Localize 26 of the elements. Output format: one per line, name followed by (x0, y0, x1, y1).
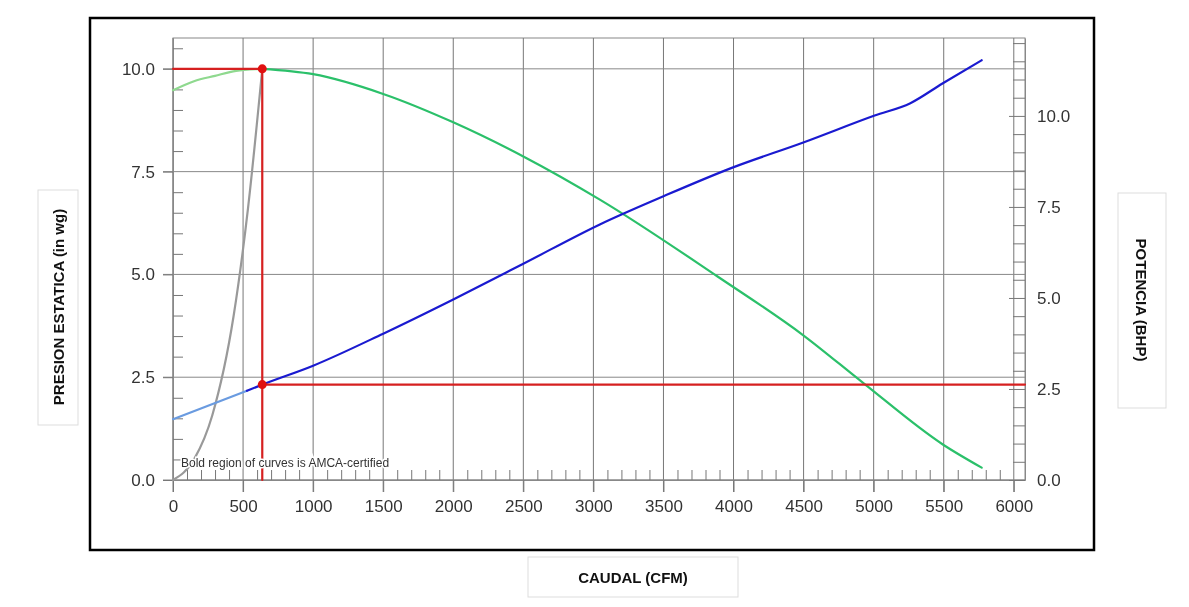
x-tick-label: 1500 (364, 497, 403, 517)
y2-tick-label: 2.5 (1037, 379, 1061, 399)
y-tick-label: 2.5 (131, 368, 155, 388)
x-tick-label: 2000 (434, 497, 473, 517)
x-tick-label: 5000 (855, 497, 894, 517)
y-tick-label: 5.0 (131, 265, 155, 285)
y2-tick-label: 0.0 (1037, 470, 1061, 490)
x-tick-label: 2500 (504, 497, 543, 517)
y2-axis-title: POTENCIA (BHP) (1133, 238, 1150, 362)
x-tick-label: 4500 (785, 497, 824, 517)
x-tick-label: 4000 (715, 497, 753, 517)
y2-tick-label: 7.5 (1037, 197, 1061, 217)
x-tick-label: 1000 (294, 497, 333, 517)
x-tick-label: 500 (229, 497, 258, 517)
y2-tick-label: 5.0 (1037, 288, 1061, 308)
x-tick-label: 3000 (574, 497, 613, 517)
x-tick-label: 5500 (925, 497, 964, 517)
x-tick-label: 0 (168, 497, 179, 517)
y-tick-label: 0.0 (131, 470, 155, 490)
y-axis-title: PRESION ESTATICA (in wg) (50, 208, 67, 406)
x-tick-label: 3500 (645, 497, 683, 517)
y-tick-label: 7.5 (131, 162, 155, 182)
x-axis-title: CAUDAL (CFM) (578, 569, 688, 586)
y-tick-label: 10.0 (121, 59, 155, 79)
x-tick-label: 6000 (995, 497, 1034, 517)
y2-tick-label: 10.0 (1037, 106, 1071, 126)
